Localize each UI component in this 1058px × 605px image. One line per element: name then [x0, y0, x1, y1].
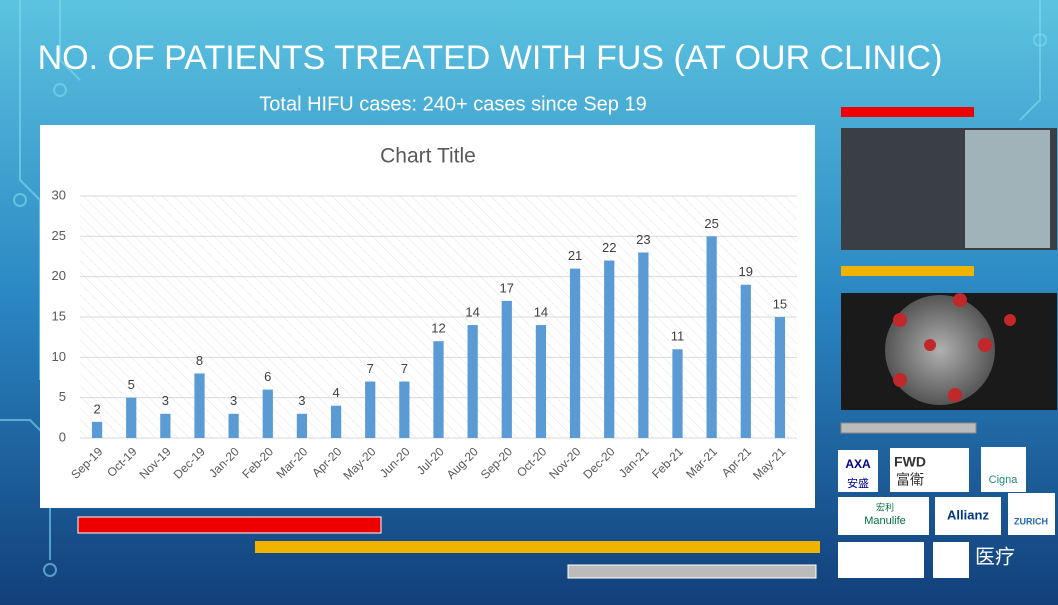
logo-text: Allianz	[947, 507, 989, 522]
logo-text: Manulife	[864, 515, 906, 527]
data-label: 3	[162, 393, 169, 408]
y-tick-label: 0	[59, 429, 66, 444]
bar	[330, 405, 342, 438]
data-label: 2	[93, 401, 100, 416]
slide-subtitle: Total HIFU cases: 240+ cases since Sep 1…	[259, 93, 646, 115]
data-label: 5	[128, 377, 135, 392]
logo-text: 宏利	[876, 501, 894, 512]
logo-allianz	[935, 497, 1001, 535]
y-tick-label: 20	[52, 268, 66, 283]
y-tick-label: 15	[52, 308, 66, 323]
gray-strip	[840, 422, 977, 434]
logo-cpic	[838, 542, 924, 578]
logo-aia	[933, 542, 969, 578]
data-label: 3	[298, 393, 305, 408]
bar	[433, 341, 444, 438]
logo-text: Cigna	[989, 474, 1019, 486]
logo-text: ZURICH	[1014, 516, 1048, 526]
logo-text: FWD	[894, 454, 926, 470]
data-label: 19	[739, 264, 753, 279]
gray-bar	[567, 564, 817, 579]
logo-text: AXA	[845, 457, 871, 471]
bar	[228, 413, 239, 438]
data-label: 22	[602, 240, 616, 255]
bar	[501, 300, 512, 438]
bar	[365, 381, 376, 438]
y-tick-label: 5	[59, 389, 66, 404]
bar	[160, 413, 171, 438]
slide-title: NO. OF PATIENTS TREATED WITH FUS (AT OUR…	[38, 39, 943, 77]
watermark: 医疗	[975, 545, 1015, 568]
logo-text: 富衛	[896, 472, 924, 488]
red-strip	[841, 107, 974, 117]
bar	[91, 421, 103, 438]
bar	[194, 373, 205, 438]
data-label: 21	[568, 248, 582, 263]
bar	[638, 252, 649, 438]
data-label: 23	[636, 232, 650, 247]
bar	[535, 325, 547, 438]
data-label: 11	[671, 329, 685, 344]
logo-fwd	[890, 448, 969, 492]
bar	[604, 260, 615, 438]
data-label: 7	[367, 361, 374, 376]
red-bar	[77, 516, 382, 534]
bar	[740, 284, 751, 438]
virus	[885, 295, 995, 405]
data-label: 12	[431, 321, 445, 336]
y-tick-label: 10	[52, 349, 66, 364]
logo-text: 安盛	[847, 476, 869, 490]
bar	[262, 389, 273, 438]
data-label: 25	[704, 216, 718, 231]
data-label: 17	[500, 280, 514, 295]
logo-zurich	[1008, 493, 1055, 535]
y-tick-label: 25	[52, 228, 66, 243]
data-label: 14	[465, 305, 479, 320]
yellow-strip	[841, 266, 974, 276]
bar	[399, 381, 410, 438]
y-tick-label: 30	[52, 187, 66, 202]
logo-cigna	[981, 447, 1026, 492]
bar	[296, 413, 308, 438]
bar	[569, 268, 581, 438]
data-label: 14	[534, 305, 548, 320]
logo-axa	[838, 450, 878, 492]
yellow-bar	[255, 541, 820, 553]
data-label: 7	[401, 361, 408, 376]
data-label: 8	[196, 353, 203, 368]
bar	[774, 317, 786, 438]
data-label: 4	[332, 385, 339, 400]
logo-manulife	[838, 497, 929, 535]
data-label: 15	[773, 296, 787, 311]
bar	[672, 349, 683, 438]
chart-title: Chart Title	[380, 145, 476, 168]
data-label: 6	[264, 369, 271, 384]
bar	[706, 236, 717, 438]
photo-glass	[965, 130, 1050, 248]
data-label: 3	[230, 393, 237, 408]
bar	[467, 325, 478, 438]
virus-spikes	[893, 293, 1016, 402]
bar	[126, 397, 137, 438]
